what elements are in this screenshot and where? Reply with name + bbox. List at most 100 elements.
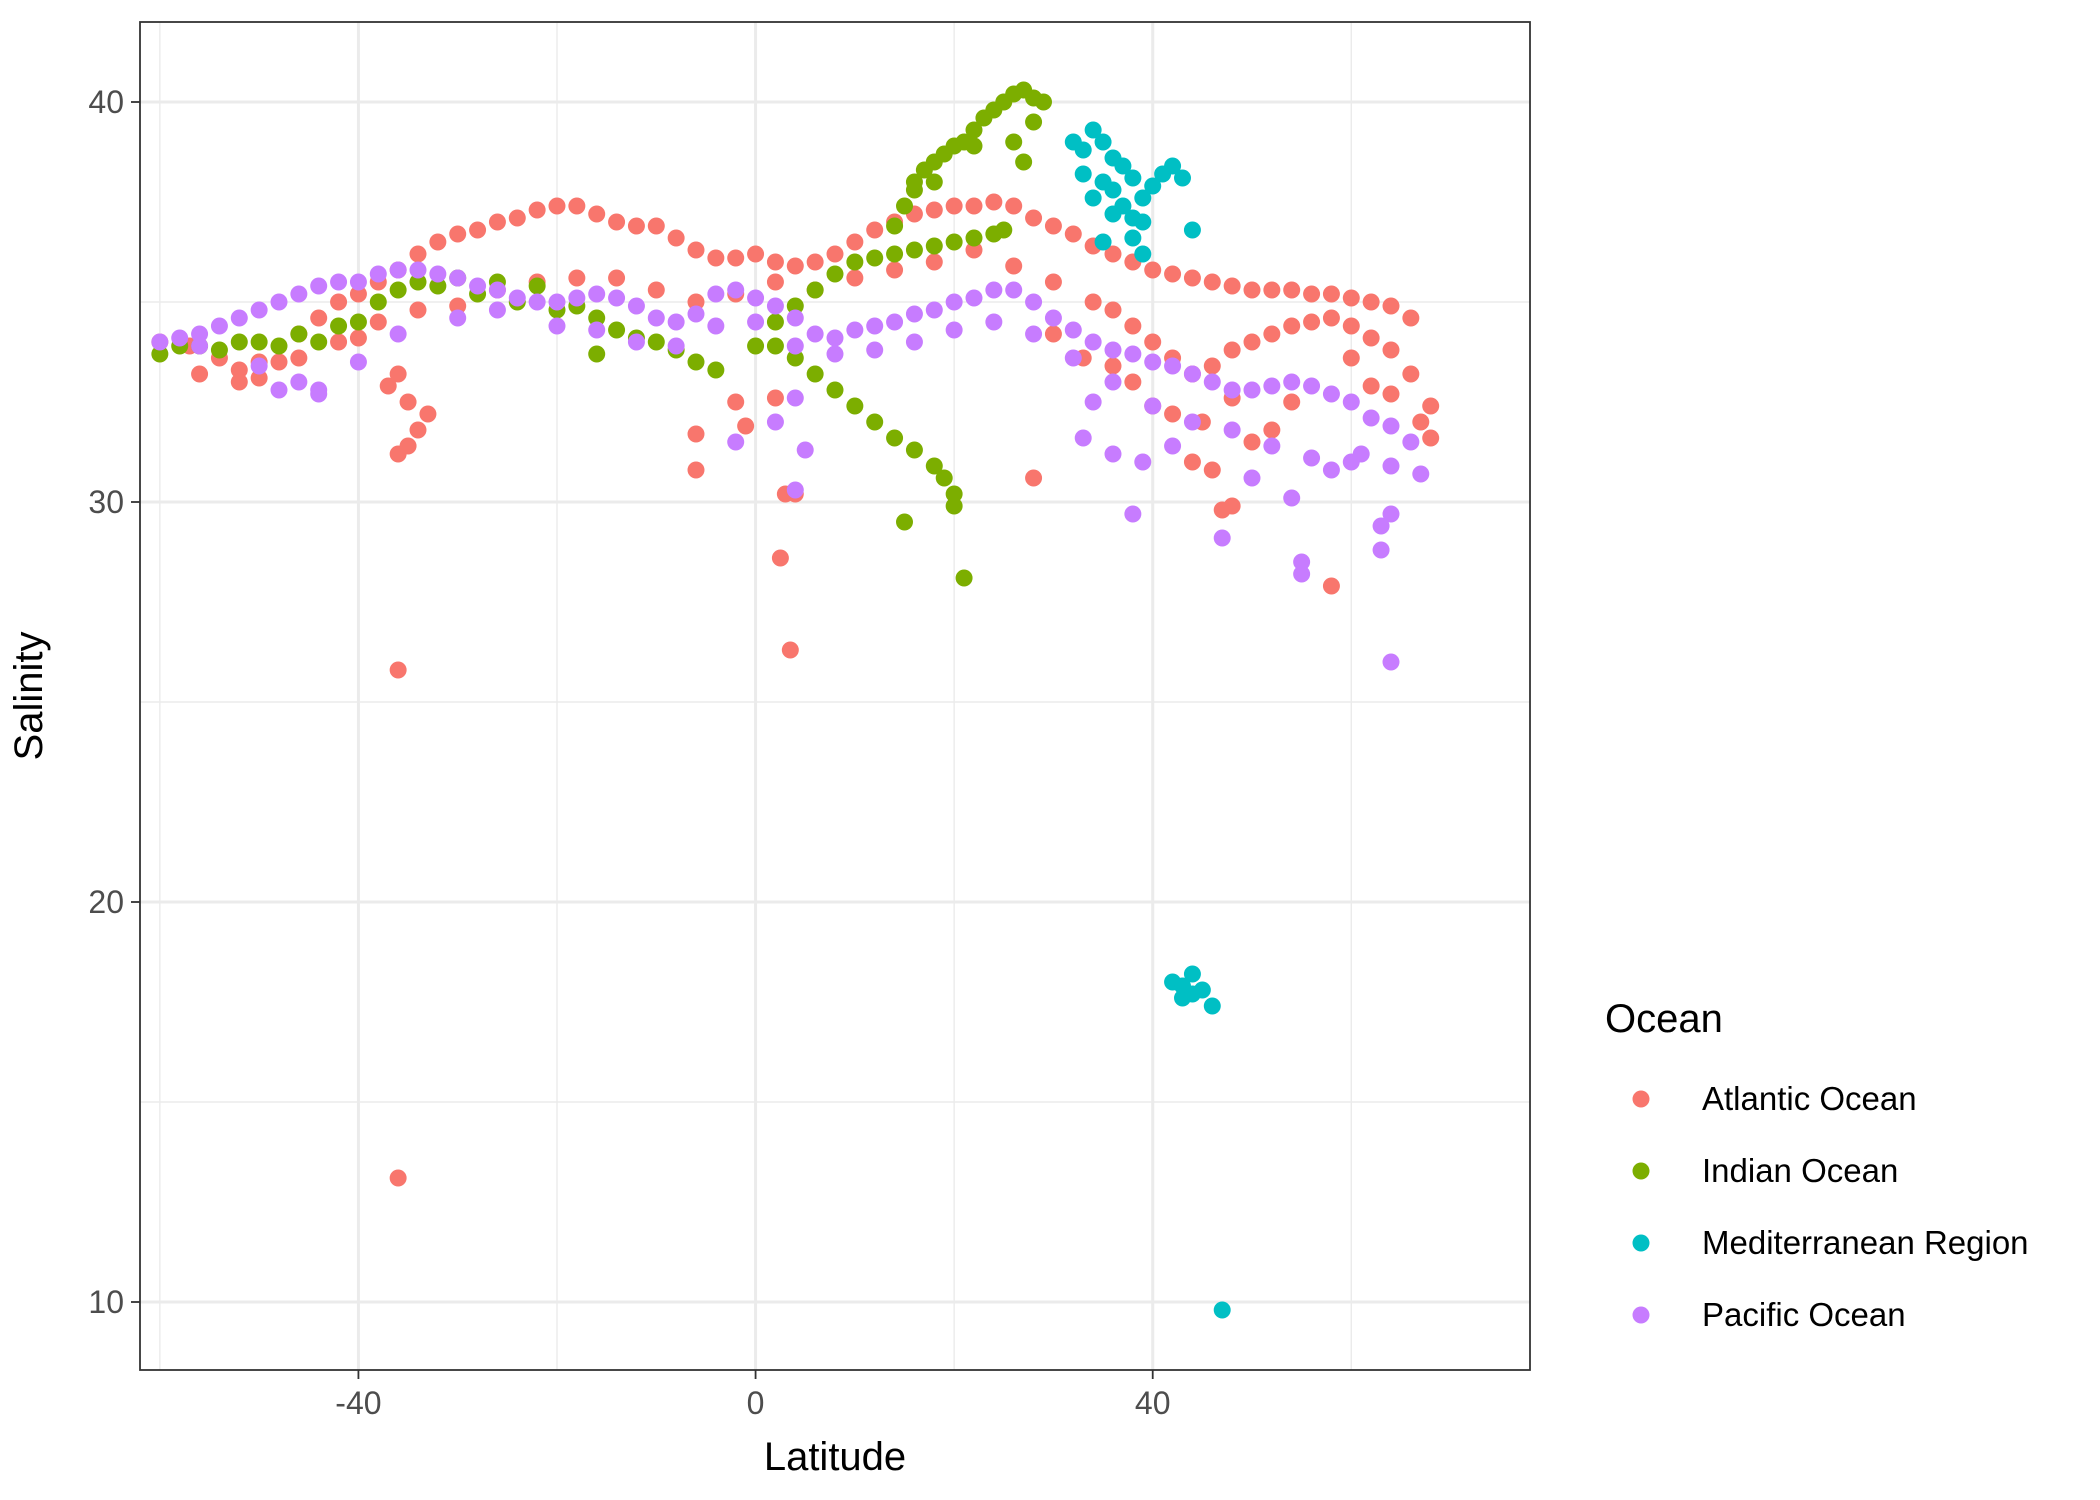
data-point xyxy=(945,197,963,215)
data-point xyxy=(409,421,427,439)
legend-key xyxy=(1632,1306,1650,1324)
data-point xyxy=(1074,429,1092,447)
legend-key xyxy=(1632,1234,1650,1252)
data-point xyxy=(1263,421,1281,439)
data-point xyxy=(1243,433,1261,451)
data-point xyxy=(1223,497,1241,515)
data-point xyxy=(925,253,943,271)
data-point xyxy=(935,469,953,487)
data-point xyxy=(1064,321,1082,339)
data-point xyxy=(1094,233,1112,251)
data-point xyxy=(310,277,328,295)
data-point xyxy=(1005,257,1023,275)
data-point xyxy=(1005,197,1023,215)
data-point xyxy=(945,485,963,503)
data-point xyxy=(1203,273,1221,291)
data-point xyxy=(588,285,606,303)
data-point xyxy=(1104,181,1122,199)
data-point xyxy=(1183,269,1201,287)
legend-label: Atlantic Ocean xyxy=(1702,1080,1917,1117)
data-point xyxy=(409,273,427,291)
data-point xyxy=(707,249,725,267)
data-point xyxy=(1382,505,1400,523)
data-point xyxy=(1104,301,1122,319)
data-point xyxy=(191,325,209,343)
data-point xyxy=(727,393,745,411)
data-point xyxy=(1144,261,1162,279)
data-point xyxy=(1362,409,1380,427)
data-point xyxy=(1164,357,1182,375)
data-point xyxy=(1303,285,1321,303)
data-points xyxy=(151,81,1440,1319)
data-point xyxy=(1243,333,1261,351)
data-point xyxy=(1342,393,1360,411)
data-point xyxy=(786,309,804,327)
data-point xyxy=(1183,453,1201,471)
data-point xyxy=(1243,281,1261,299)
data-point xyxy=(985,193,1003,211)
data-point xyxy=(1183,365,1201,383)
data-point xyxy=(1322,285,1340,303)
data-point xyxy=(389,325,407,343)
x-axis-label: Latitude xyxy=(764,1435,906,1479)
data-point xyxy=(647,333,665,351)
data-point xyxy=(429,233,447,251)
data-point xyxy=(896,197,913,215)
data-point xyxy=(1203,461,1221,479)
data-point xyxy=(270,293,288,311)
data-point xyxy=(449,297,467,315)
data-point xyxy=(1025,209,1043,227)
data-point xyxy=(965,229,983,247)
data-point xyxy=(781,641,799,659)
data-point xyxy=(608,289,626,307)
data-point xyxy=(766,253,784,271)
data-point xyxy=(369,265,387,283)
data-point xyxy=(449,269,467,287)
data-point xyxy=(310,309,328,327)
data-point xyxy=(1035,93,1052,111)
data-point xyxy=(1412,413,1430,431)
data-point xyxy=(826,245,844,263)
data-point xyxy=(1183,221,1201,239)
data-point xyxy=(349,313,367,331)
data-point xyxy=(399,437,417,455)
data-point xyxy=(1084,333,1102,351)
data-point xyxy=(647,281,665,299)
data-point xyxy=(1293,553,1311,571)
data-point xyxy=(330,293,348,311)
legend-title: Ocean xyxy=(1605,997,1723,1041)
data-point xyxy=(796,441,814,459)
data-point xyxy=(667,229,685,247)
x-tick-label: 0 xyxy=(747,1385,765,1421)
data-point xyxy=(1213,529,1231,547)
data-point xyxy=(389,261,407,279)
data-point xyxy=(508,209,526,227)
data-point xyxy=(330,333,348,351)
data-point xyxy=(1164,405,1182,423)
data-point xyxy=(349,329,367,347)
data-point xyxy=(687,241,705,259)
data-point xyxy=(429,265,447,283)
data-point xyxy=(1203,357,1221,375)
data-point xyxy=(786,389,804,407)
data-point xyxy=(488,301,506,319)
data-point xyxy=(886,313,904,331)
data-point xyxy=(488,281,506,299)
data-point xyxy=(925,301,943,319)
data-point xyxy=(409,245,427,263)
data-point xyxy=(707,361,725,379)
data-point xyxy=(866,221,884,239)
data-point xyxy=(866,413,884,431)
data-point xyxy=(369,293,387,311)
data-point xyxy=(349,273,367,291)
legend-key xyxy=(1632,1162,1650,1180)
y-axis-label: Salinity xyxy=(7,632,51,761)
data-point xyxy=(945,497,963,515)
data-point xyxy=(409,261,427,279)
data-point xyxy=(1213,1301,1231,1319)
data-point xyxy=(210,317,228,335)
data-point xyxy=(846,253,864,271)
data-point xyxy=(1015,153,1033,171)
data-point xyxy=(290,325,308,343)
data-point xyxy=(925,201,943,219)
